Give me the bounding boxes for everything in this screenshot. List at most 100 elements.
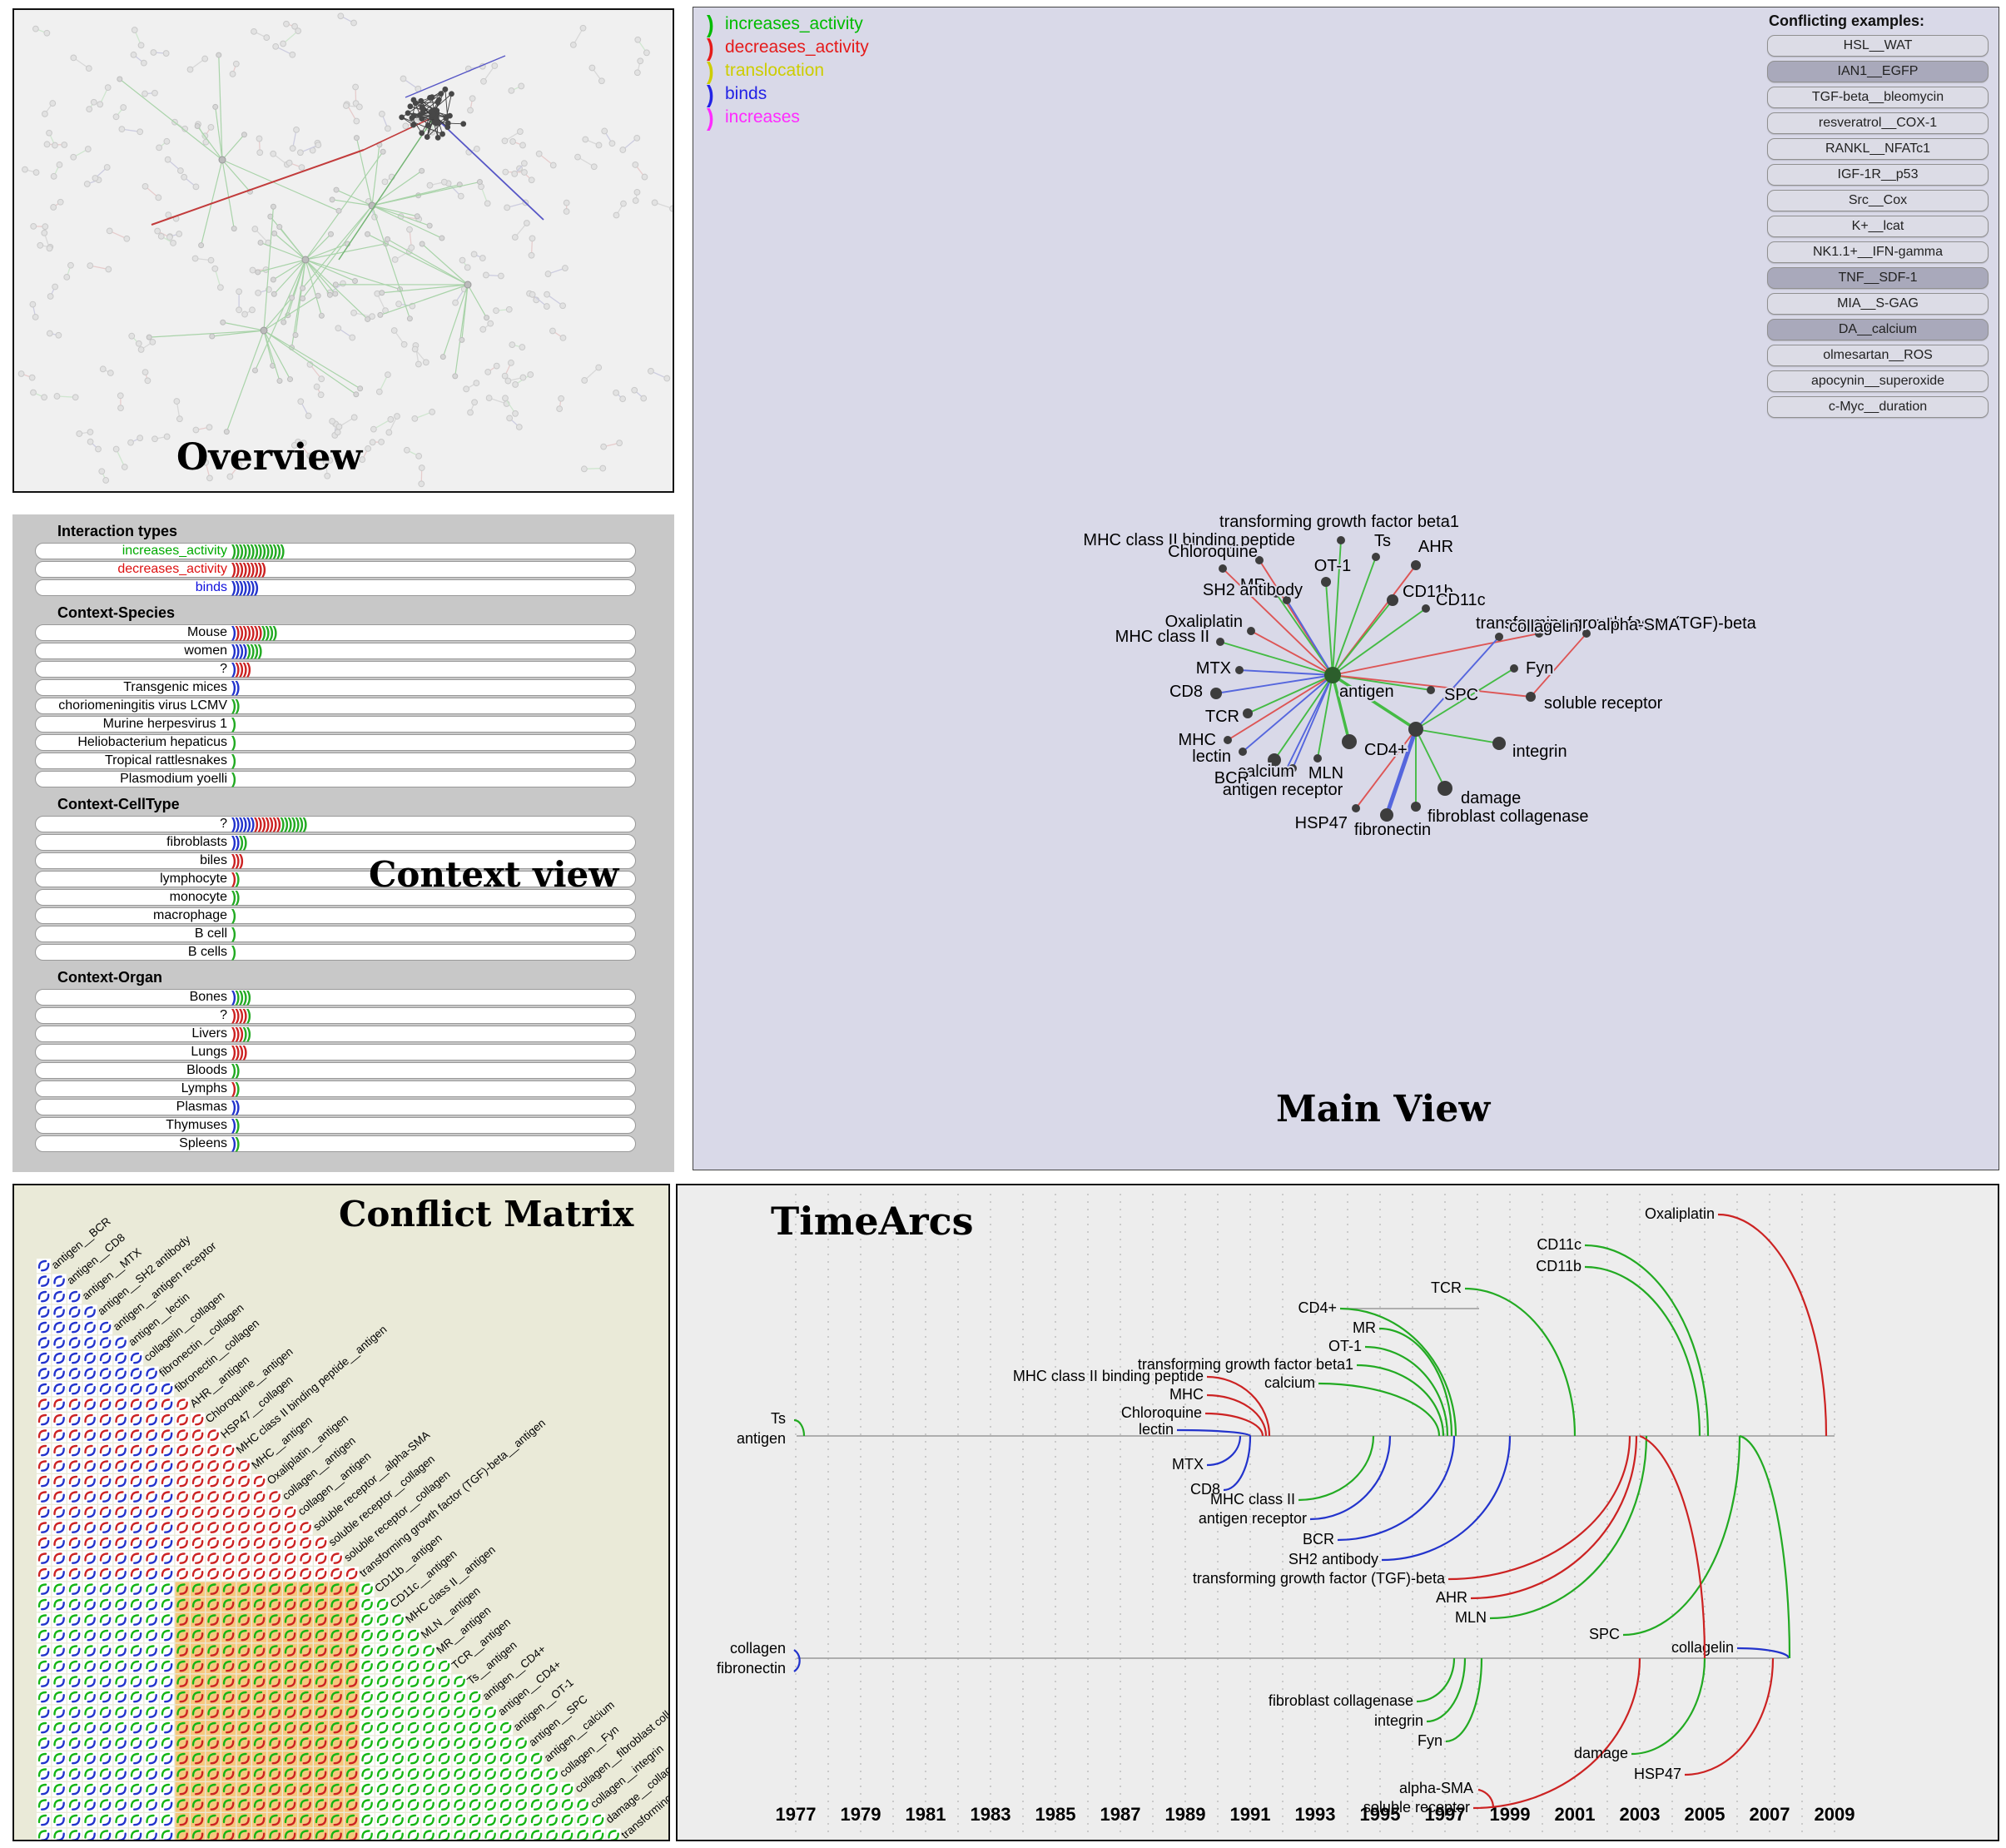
- matrix-cell[interactable]: [314, 1628, 329, 1643]
- matrix-cell[interactable]: [267, 1567, 282, 1582]
- matrix-cell[interactable]: [375, 1782, 390, 1797]
- matrix-cell[interactable]: [129, 1443, 144, 1458]
- matrix-cell[interactable]: [375, 1674, 390, 1689]
- matrix-cell[interactable]: [113, 1766, 128, 1781]
- matrix-cell[interactable]: [375, 1643, 390, 1658]
- matrix-cell[interactable]: [236, 1659, 251, 1674]
- matrix-cell[interactable]: [52, 1736, 67, 1751]
- matrix-cell[interactable]: [191, 1567, 206, 1582]
- time-arc[interactable]: [1381, 1435, 1512, 1562]
- matrix-cell[interactable]: [421, 1705, 436, 1720]
- matrix-cell[interactable]: [329, 1628, 344, 1643]
- matrix-cell[interactable]: [375, 1721, 390, 1736]
- matrix-cell[interactable]: [113, 1382, 128, 1397]
- matrix-cell[interactable]: [37, 1612, 52, 1627]
- matrix-cell[interactable]: [52, 1320, 67, 1335]
- matrix-cell[interactable]: [129, 1782, 144, 1797]
- matrix-cell[interactable]: [175, 1828, 190, 1841]
- matrix-cell[interactable]: [82, 1828, 97, 1841]
- matrix-cell[interactable]: [67, 1536, 82, 1551]
- conflicting-example-button[interactable]: resveratrol__COX-1: [1767, 112, 1989, 134]
- matrix-cell[interactable]: [221, 1474, 236, 1489]
- matrix-cell[interactable]: [37, 1797, 52, 1812]
- context-filter-row[interactable]: Mouse)))))))))))): [35, 624, 636, 641]
- matrix-cell[interactable]: [437, 1736, 452, 1751]
- matrix-cell[interactable]: [160, 1489, 175, 1504]
- matrix-cell[interactable]: [67, 1797, 82, 1812]
- matrix-cell[interactable]: [345, 1736, 360, 1751]
- matrix-cell[interactable]: [37, 1536, 52, 1551]
- matrix-cell[interactable]: [191, 1813, 206, 1828]
- time-arc[interactable]: [1584, 1265, 1701, 1437]
- graph-node-oxaliplatin[interactable]: [1247, 627, 1255, 635]
- matrix-cell[interactable]: [113, 1597, 128, 1612]
- matrix-cell[interactable]: [514, 1736, 529, 1751]
- matrix-cell[interactable]: [82, 1674, 97, 1689]
- matrix-cell[interactable]: [267, 1489, 282, 1504]
- matrix-cell[interactable]: [267, 1828, 282, 1841]
- matrix-cell[interactable]: [221, 1489, 236, 1504]
- matrix-cell[interactable]: [113, 1628, 128, 1643]
- matrix-cell[interactable]: [37, 1274, 52, 1289]
- matrix-cell[interactable]: [113, 1674, 128, 1689]
- matrix-cell[interactable]: [52, 1751, 67, 1766]
- matrix-cell[interactable]: [375, 1813, 390, 1828]
- matrix-cell[interactable]: [144, 1597, 159, 1612]
- matrix-cell[interactable]: [406, 1736, 421, 1751]
- matrix-cell[interactable]: [544, 1813, 559, 1828]
- matrix-cell[interactable]: [67, 1674, 82, 1689]
- matrix-cell[interactable]: [329, 1690, 344, 1705]
- matrix-cell[interactable]: [283, 1690, 298, 1705]
- matrix-cell[interactable]: [98, 1397, 113, 1412]
- time-arc[interactable]: [1717, 1213, 1828, 1437]
- matrix-cell[interactable]: [345, 1828, 360, 1841]
- matrix-cell[interactable]: [175, 1643, 190, 1658]
- matrix-cell[interactable]: [483, 1813, 498, 1828]
- matrix-cell[interactable]: [236, 1597, 251, 1612]
- matrix-cell[interactable]: [406, 1628, 421, 1643]
- matrix-cell[interactable]: [236, 1782, 251, 1797]
- matrix-cell[interactable]: [298, 1705, 313, 1720]
- matrix-cell[interactable]: [160, 1382, 175, 1397]
- matrix-cell[interactable]: [314, 1597, 329, 1612]
- matrix-cell[interactable]: [98, 1813, 113, 1828]
- graph-node-lectin[interactable]: [1239, 748, 1247, 756]
- context-filter-row[interactable]: Plasmodium yoelli): [35, 771, 636, 787]
- matrix-cell[interactable]: [437, 1797, 452, 1812]
- matrix-cell[interactable]: [144, 1813, 159, 1828]
- matrix-cell[interactable]: [175, 1489, 190, 1504]
- matrix-cell[interactable]: [67, 1520, 82, 1535]
- matrix-cell[interactable]: [113, 1828, 128, 1841]
- matrix-cell[interactable]: [113, 1813, 128, 1828]
- matrix-cell[interactable]: [452, 1797, 467, 1812]
- matrix-cell[interactable]: [236, 1674, 251, 1689]
- matrix-cell[interactable]: [191, 1782, 206, 1797]
- matrix-cell[interactable]: [98, 1351, 113, 1366]
- matrix-cell[interactable]: [113, 1567, 128, 1582]
- matrix-cell[interactable]: [390, 1813, 405, 1828]
- time-arc[interactable]: [1298, 1435, 1375, 1502]
- matrix-cell[interactable]: [252, 1489, 267, 1504]
- matrix-cell[interactable]: [298, 1612, 313, 1627]
- matrix-cell[interactable]: [191, 1474, 206, 1489]
- matrix-cell[interactable]: [267, 1520, 282, 1535]
- time-arc[interactable]: [793, 1418, 806, 1437]
- matrix-cell[interactable]: [82, 1597, 97, 1612]
- graph-node-solrec[interactable]: [1526, 692, 1536, 702]
- matrix-cell[interactable]: [129, 1366, 144, 1381]
- matrix-cell[interactable]: [483, 1828, 498, 1841]
- matrix-cell[interactable]: [298, 1782, 313, 1797]
- matrix-cell[interactable]: [144, 1520, 159, 1535]
- graph-node-mln[interactable]: [1313, 754, 1322, 763]
- matrix-cell[interactable]: [191, 1797, 206, 1812]
- matrix-cell[interactable]: [329, 1721, 344, 1736]
- matrix-cell[interactable]: [67, 1443, 82, 1458]
- matrix-cell[interactable]: [144, 1782, 159, 1797]
- graph-node-alphasma[interactable]: [1582, 629, 1591, 638]
- matrix-cell[interactable]: [113, 1582, 128, 1597]
- matrix-cell[interactable]: [267, 1536, 282, 1551]
- matrix-cell[interactable]: [544, 1828, 559, 1841]
- graph-node-cd11b[interactable]: [1387, 594, 1398, 606]
- matrix-cell[interactable]: [144, 1751, 159, 1766]
- matrix-cell[interactable]: [390, 1705, 405, 1720]
